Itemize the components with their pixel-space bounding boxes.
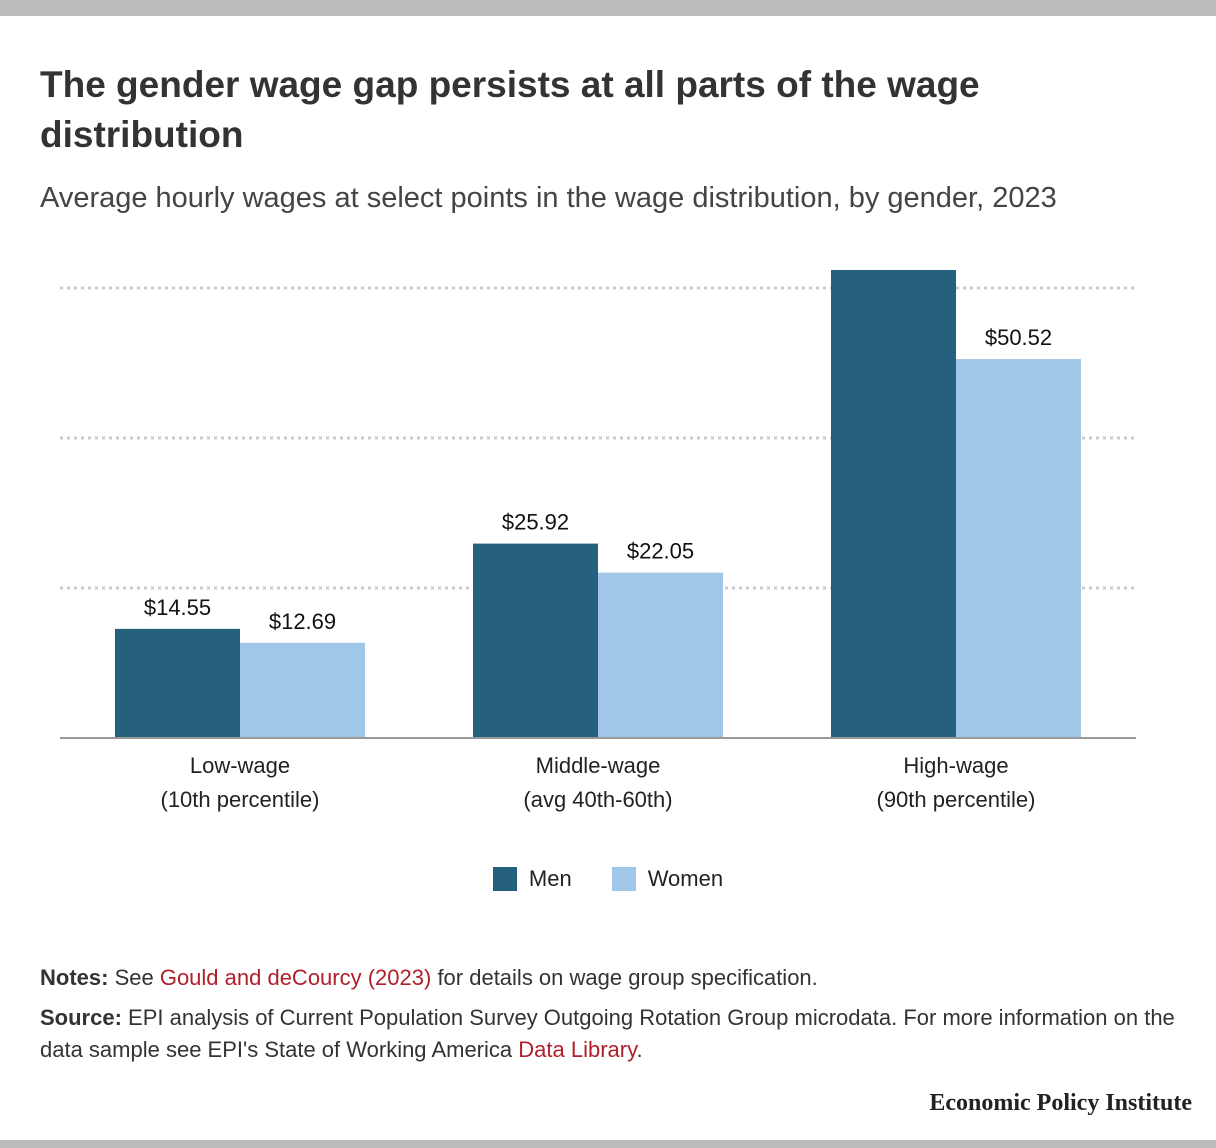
source-link[interactable]: Data Library bbox=[518, 1037, 637, 1062]
notes-link[interactable]: Gould and deCourcy (2023) bbox=[159, 965, 432, 990]
x-tick-label: Low-wage bbox=[190, 753, 290, 778]
notes-text-pre: See bbox=[108, 965, 160, 990]
source-label: Source: bbox=[40, 1005, 122, 1030]
legend-label-men: Men bbox=[528, 866, 572, 891]
top-border bbox=[0, 0, 1216, 16]
data-label: $25.92 bbox=[502, 510, 569, 535]
data-label: $12.69 bbox=[269, 609, 336, 634]
legend-swatch-women bbox=[611, 867, 636, 891]
chart-subtitle: Average hourly wages at select points in… bbox=[40, 182, 1057, 214]
x-tick-label: Middle-wage bbox=[536, 753, 661, 778]
notes-line: Notes: See Gould and deCourcy (2023) for… bbox=[40, 962, 1180, 994]
notes-text-post: for details on wage group specification. bbox=[431, 965, 818, 990]
notes-section: Notes: See Gould and deCourcy (2023) for… bbox=[40, 962, 1180, 1074]
bar-women[interactable] bbox=[956, 359, 1081, 738]
x-tick-label: (10th percentile) bbox=[161, 787, 320, 812]
x-tick-label: High-wage bbox=[903, 753, 1008, 778]
source-line: Source: EPI analysis of Current Populati… bbox=[40, 1002, 1180, 1066]
bar-men[interactable] bbox=[473, 543, 598, 738]
chart-title: The gender wage gap persists at all part… bbox=[40, 64, 980, 155]
bar-men[interactable] bbox=[831, 270, 956, 739]
data-label: $50.52 bbox=[985, 325, 1052, 350]
bar-chart: $14.55 $12.69 Low-wage (10th percentile) $25… bbox=[60, 270, 1136, 812]
x-tick-label: (avg 40th-60th) bbox=[523, 787, 672, 812]
bar-men[interactable] bbox=[115, 628, 240, 738]
bar-women[interactable] bbox=[240, 642, 365, 738]
data-label: $22.05 bbox=[627, 539, 694, 564]
brand-logo: Economic Policy Institute bbox=[929, 1090, 1192, 1116]
legend-item-men[interactable]: Men bbox=[492, 866, 572, 892]
bar-women[interactable] bbox=[598, 572, 723, 738]
data-label: $14.55 bbox=[144, 595, 211, 620]
source-text: EPI analysis of Current Population Surve… bbox=[40, 1005, 1175, 1062]
x-tick-label: (90th percentile) bbox=[877, 787, 1036, 812]
notes-label: Notes: bbox=[40, 965, 109, 990]
legend-swatch-men bbox=[492, 867, 517, 891]
source-end: . bbox=[636, 1037, 643, 1062]
legend-label-women: Women bbox=[647, 866, 724, 891]
bottom-border bbox=[0, 1140, 1216, 1148]
chart-legend: Men Women bbox=[0, 866, 1216, 892]
legend-item-women[interactable]: Women bbox=[611, 866, 724, 892]
